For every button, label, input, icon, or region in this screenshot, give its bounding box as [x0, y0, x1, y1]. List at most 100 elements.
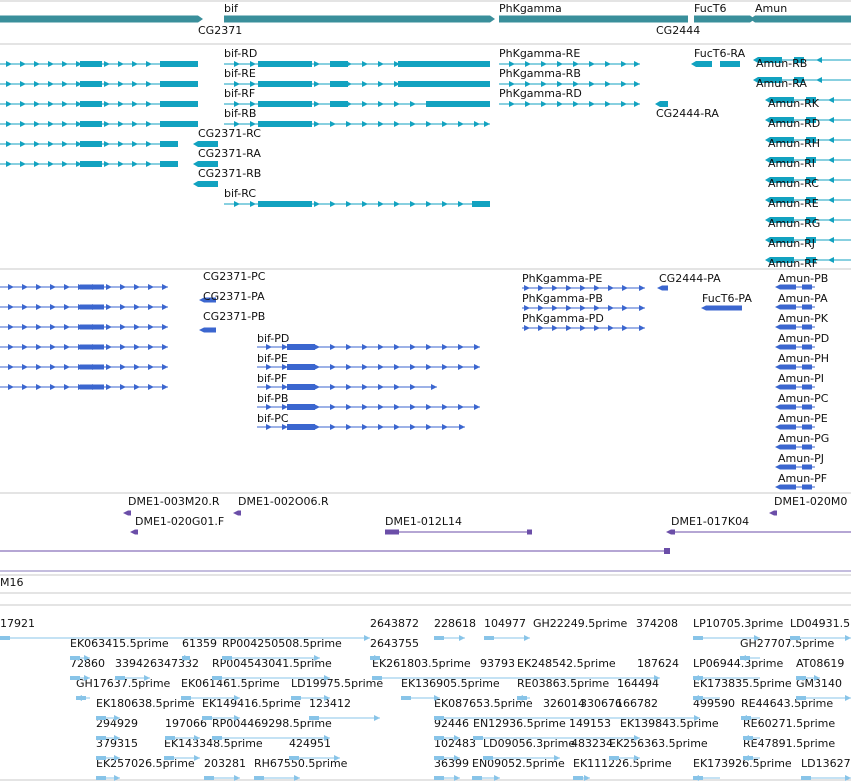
protein-bif: bif-PF	[257, 372, 437, 390]
protein-bif-label: bif-PC	[257, 412, 289, 425]
est-label: 102483	[434, 737, 476, 750]
protein-bif-label: bif-PF	[257, 372, 287, 385]
transcript-amun-label: Amun-RA	[756, 77, 807, 90]
est-label: 149153	[569, 717, 611, 730]
est-item: 72860	[70, 657, 105, 670]
transcript-cg2371: CG2371-RA	[193, 147, 261, 167]
est-label: GH27707.5prime	[740, 637, 835, 650]
est-item: 187624	[637, 657, 679, 670]
protein-amun: Amun-PB	[775, 272, 828, 290]
est-label: 294929	[96, 717, 138, 730]
est-item: 102483	[434, 737, 476, 750]
est-item: 326014	[543, 697, 585, 710]
est-label: EN12936.5prime	[473, 717, 566, 730]
clone-label: DME1-003M20.R	[128, 495, 220, 508]
est-item: 374208	[636, 617, 678, 630]
est-label: EK149416.5prime	[202, 697, 301, 710]
clone-DME1-002O06.R: DME1-002O06.R	[233, 495, 329, 516]
est-item: AT08619	[796, 657, 844, 670]
protein-phkgamma: PhKgamma-PD	[522, 312, 645, 331]
transcript-amun-label: Amun-RG	[768, 217, 820, 230]
est-item: EK149416.5prime	[202, 697, 301, 710]
est-item: EK063415.5prime	[70, 637, 169, 650]
protein-fuct6-label: FucT6-PA	[702, 292, 752, 305]
transcript-amun-label: Amun-RJ	[768, 237, 815, 250]
est-label: 2643755	[370, 637, 419, 650]
transcript-cg2444-label: CG2444-RA	[656, 107, 719, 120]
est-label: EN09052.5prime	[472, 757, 565, 770]
gene-label: Amun	[755, 2, 787, 15]
est-item: RE47891.5prime	[743, 737, 835, 750]
gene-bif: bif	[224, 2, 495, 23]
transcript-cg2371-body	[0, 141, 178, 147]
gene-label: CG2371	[198, 24, 242, 37]
transcript-cg2371-label: CG2371-RC	[198, 127, 261, 140]
protein-cg2371-label: CG2371-PB	[203, 310, 265, 323]
transcript-phkgamma-label: PhKgamma-RB	[499, 67, 581, 80]
est-item: GH22249.5prime	[533, 617, 628, 630]
clone-label: DME1-017K04	[671, 515, 749, 528]
clone-DME1-017K04: DME1-017K04	[666, 515, 851, 535]
est-label: RE03863.5prime	[517, 677, 609, 690]
transcript-amun: Amun-RA	[753, 77, 851, 90]
est-item: RE44643.5prime	[741, 697, 833, 710]
protein-amun: Amun-PK	[775, 312, 829, 330]
protein-bif: bif-PB	[257, 392, 480, 410]
est-label: EK061461.5prime	[181, 677, 280, 690]
gene-CG2371: CG2371	[0, 15, 242, 37]
est-item: EK136905.5prime	[401, 677, 500, 690]
est-label: 92446	[434, 717, 469, 730]
transcript-amun-label: Amun-RE	[768, 197, 819, 210]
transcript-amun-label: Amun-RK	[768, 97, 820, 110]
protein-amun: Amun-PA	[775, 292, 828, 310]
est-label: RH67550.5prime	[254, 757, 348, 770]
transcript-bif-label: bif-RE	[224, 67, 256, 80]
est-label: LD19975.5prime	[291, 677, 383, 690]
est-item: 166782	[616, 697, 658, 710]
est-item: RE03863.5prime	[517, 677, 609, 690]
est-label: 164494	[617, 677, 659, 690]
protein-bif: bif-PC	[257, 412, 465, 430]
transcript-amun: Amun-RK	[765, 97, 851, 110]
cds-cg2371-body	[0, 344, 168, 350]
est-label: EK063415.5prime	[70, 637, 169, 650]
est-label: EK173835.5prime	[693, 677, 792, 690]
est-item: LD19975.5prime	[291, 677, 383, 690]
est-item: 197066	[165, 717, 207, 730]
est-item: EK087653.5prime	[434, 697, 533, 710]
est-item: EK257026.5prime	[96, 757, 195, 770]
protein-amun-label: Amun-PC	[778, 392, 829, 405]
est-label: EK257026.5prime	[96, 757, 195, 770]
est-label: 93793	[480, 657, 515, 670]
cds-cg2371-body	[0, 364, 168, 370]
est-item: GH17637.5prime	[76, 677, 171, 690]
transcript-cg2444: CG2444-RA	[655, 101, 719, 120]
est-label: 330676	[580, 697, 622, 710]
est-item: GM3140	[796, 677, 842, 690]
protein-phkgamma: PhKgamma-PB	[522, 292, 645, 311]
est-item: RP004250508.5prime	[222, 637, 342, 650]
est-item: 2643872	[370, 617, 419, 630]
est-label: 61359	[182, 637, 217, 650]
est-label: 379315	[96, 737, 138, 750]
cds-cg2371-body	[0, 324, 168, 330]
clone-DME1-020M0: DME1-020M0	[769, 495, 847, 516]
est-item: 424951	[289, 737, 331, 750]
est-label: 203281	[204, 757, 246, 770]
est-label: EK261803.5prime	[372, 657, 471, 670]
transcript-amun: Amun-RI	[765, 157, 851, 170]
transcript-cg2371-body	[0, 101, 198, 107]
protein-amun-label: Amun-PK	[778, 312, 829, 325]
est-item: RE60271.5prime	[743, 717, 835, 730]
transcript-amun: Amun-RB	[753, 57, 851, 70]
protein-bif-label: bif-PD	[257, 332, 289, 345]
est-label: LD04931.5	[790, 617, 850, 630]
protein-amun-label: Amun-PG	[778, 432, 829, 445]
est-label: RP004469298.5prime	[212, 717, 332, 730]
est-label: RE47891.5prime	[743, 737, 835, 750]
gene-label: PhKgamma	[499, 2, 562, 15]
protein-amun-label: Amun-PJ	[778, 452, 824, 465]
protein-cg2371: CG2371-PB	[199, 310, 265, 333]
est-item: 164494	[617, 677, 659, 690]
